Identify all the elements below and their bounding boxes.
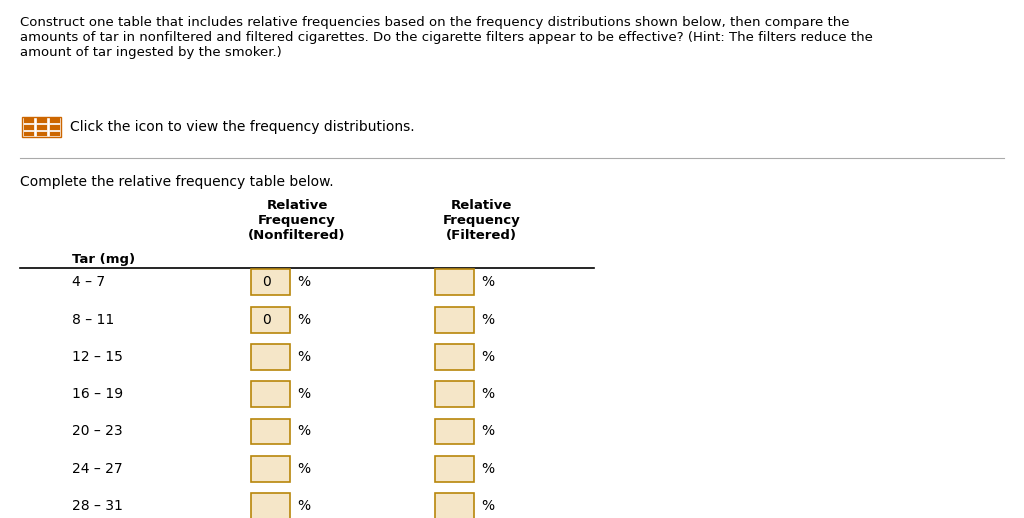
Text: %: % [481, 312, 495, 327]
FancyBboxPatch shape [435, 344, 474, 370]
Text: Click the icon to view the frequency distributions.: Click the icon to view the frequency dis… [70, 120, 415, 134]
FancyBboxPatch shape [23, 124, 34, 130]
FancyBboxPatch shape [36, 131, 47, 136]
Text: 8 – 11: 8 – 11 [72, 312, 114, 327]
FancyBboxPatch shape [435, 307, 474, 333]
Text: 0: 0 [262, 312, 270, 327]
Text: 12 – 15: 12 – 15 [72, 350, 123, 364]
FancyBboxPatch shape [435, 493, 474, 518]
Text: 4 – 7: 4 – 7 [72, 275, 104, 290]
FancyBboxPatch shape [251, 456, 290, 482]
FancyBboxPatch shape [36, 117, 47, 123]
Text: %: % [297, 312, 310, 327]
Text: %: % [481, 387, 495, 401]
FancyBboxPatch shape [23, 131, 34, 136]
Text: Relative
Frequency
(Nonfiltered): Relative Frequency (Nonfiltered) [248, 199, 346, 242]
FancyBboxPatch shape [251, 307, 290, 333]
Text: 16 – 19: 16 – 19 [72, 387, 123, 401]
FancyBboxPatch shape [435, 456, 474, 482]
FancyBboxPatch shape [435, 419, 474, 444]
Text: %: % [481, 462, 495, 476]
FancyBboxPatch shape [251, 419, 290, 444]
Text: %: % [297, 499, 310, 513]
FancyBboxPatch shape [49, 124, 60, 130]
FancyBboxPatch shape [435, 381, 474, 407]
Text: 20 – 23: 20 – 23 [72, 424, 122, 439]
FancyBboxPatch shape [49, 131, 60, 136]
Text: %: % [481, 350, 495, 364]
Text: Construct one table that includes relative frequencies based on the frequency di: Construct one table that includes relati… [20, 16, 873, 59]
FancyBboxPatch shape [49, 117, 60, 123]
FancyBboxPatch shape [251, 381, 290, 407]
FancyBboxPatch shape [251, 493, 290, 518]
Text: 28 – 31: 28 – 31 [72, 499, 123, 513]
Text: %: % [481, 499, 495, 513]
Text: Relative
Frequency
(Filtered): Relative Frequency (Filtered) [442, 199, 520, 242]
Text: %: % [297, 387, 310, 401]
Text: Tar (mg): Tar (mg) [72, 253, 135, 266]
FancyBboxPatch shape [435, 269, 474, 295]
FancyBboxPatch shape [36, 124, 47, 130]
Text: 24 – 27: 24 – 27 [72, 462, 122, 476]
Text: %: % [297, 350, 310, 364]
Text: Complete the relative frequency table below.: Complete the relative frequency table be… [20, 175, 334, 189]
Text: %: % [481, 424, 495, 439]
FancyBboxPatch shape [251, 269, 290, 295]
Text: %: % [297, 462, 310, 476]
FancyBboxPatch shape [251, 344, 290, 370]
Text: %: % [297, 275, 310, 290]
Text: 0: 0 [262, 275, 270, 290]
FancyBboxPatch shape [23, 117, 34, 123]
Text: %: % [481, 275, 495, 290]
Text: %: % [297, 424, 310, 439]
